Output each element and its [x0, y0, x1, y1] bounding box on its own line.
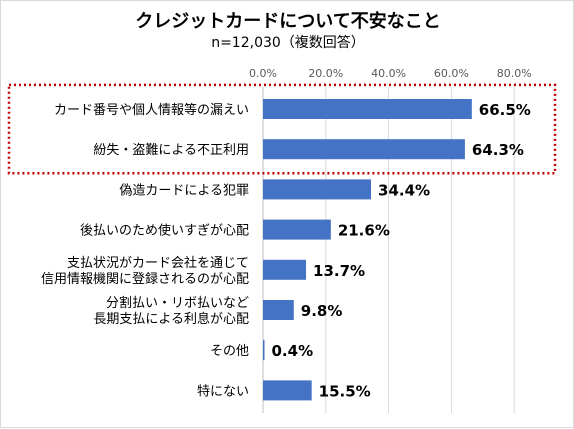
bar: [263, 340, 265, 361]
chart-subtitle: n=12,030（複数回答）: [211, 34, 365, 51]
x-tick-label: 20.0%: [308, 67, 343, 80]
category-label: その他: [210, 344, 249, 359]
x-tick-label: 40.0%: [371, 67, 406, 80]
data-label: 21.6%: [338, 222, 390, 240]
bar: [263, 259, 307, 280]
category-label: 長期支払による利息が心配: [93, 311, 249, 327]
x-tick-label: 80.0%: [497, 67, 532, 80]
category-label: 支払状況がカード会社を通じて: [67, 255, 249, 271]
bar: [263, 99, 472, 119]
chart-title: クレジットカードについて不安なこと: [135, 10, 440, 32]
x-tick-label: 0.0%: [249, 67, 277, 80]
category-label: 後払いのため使いすぎが心配: [80, 223, 249, 239]
category-label: 分割払い・リボ払いなど: [106, 295, 249, 311]
data-label: 9.8%: [301, 302, 343, 320]
data-label: 13.7%: [313, 262, 365, 280]
data-label: 64.3%: [472, 141, 524, 159]
bar: [263, 300, 294, 320]
bar: [263, 179, 372, 200]
bar: [263, 380, 312, 401]
category-label: 信用情報機関に登録されるのが心配: [41, 272, 249, 287]
data-label: 34.4%: [378, 181, 430, 199]
data-label: 0.4%: [272, 342, 314, 360]
highlight-box: [7, 83, 557, 175]
bar: [263, 219, 331, 240]
data-label: 66.5%: [479, 101, 531, 119]
data-label: 15.5%: [319, 382, 371, 400]
x-tick-label: 60.0%: [434, 67, 469, 80]
category-label: 特にない: [197, 384, 249, 399]
category-label: 偽造カードによる犯罪: [119, 183, 249, 198]
category-label: 紛失・盗難による不正利用: [93, 142, 249, 158]
category-label: カード番号や個人情報等の漏えい: [54, 102, 249, 118]
bar: [263, 139, 465, 160]
